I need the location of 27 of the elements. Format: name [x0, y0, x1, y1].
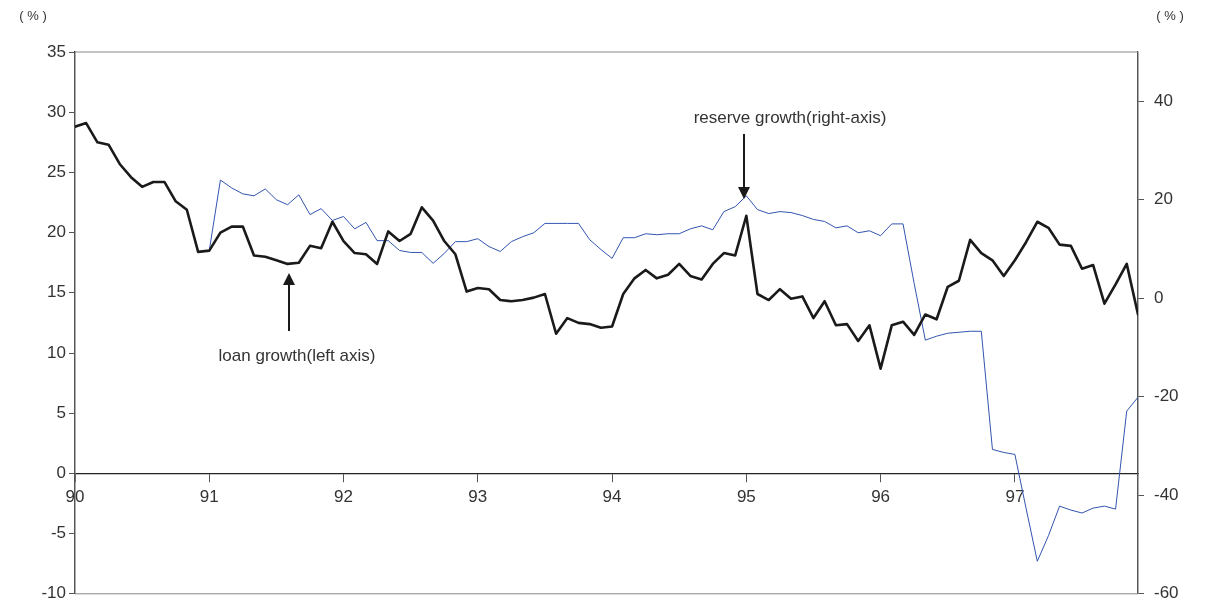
- x-tick-label: 91: [199, 487, 219, 507]
- y-tick-label: 5: [56, 402, 66, 422]
- y-tick-label: 15: [47, 282, 66, 302]
- y-tick-label: 10: [47, 342, 66, 362]
- x-tick-label: 95: [736, 487, 756, 507]
- x-tick-label: 96: [871, 487, 891, 507]
- y-tick-label: -5: [50, 523, 66, 543]
- x-tick-label: 93: [468, 487, 488, 507]
- y-tick-label: 35: [47, 41, 66, 61]
- y-tick-label: 20: [47, 222, 66, 242]
- annotation: reserve growth(right-axis): [693, 108, 887, 127]
- y-axis-title: ( % ): [19, 8, 47, 23]
- y2-tick-label: 20: [1154, 189, 1173, 209]
- y2-axis-title: ( % ): [1156, 8, 1184, 23]
- annotation: loan growth(left axis): [218, 346, 376, 365]
- y-tick-label: 25: [47, 162, 66, 182]
- y2-tick-label: -20: [1154, 386, 1179, 406]
- y2-tick-label: -40: [1154, 484, 1179, 504]
- y2-tick-label: 40: [1154, 90, 1173, 110]
- y-tick-label: 30: [47, 101, 66, 121]
- x-tick-label: 94: [602, 487, 622, 507]
- y2-tick-label: 0: [1154, 287, 1164, 307]
- y-tick-label: 0: [56, 463, 66, 483]
- x-tick-label: 92: [334, 487, 353, 507]
- y2-tick-label: -60: [1154, 583, 1179, 603]
- y-tick-label: -10: [41, 583, 66, 603]
- x-tick-label: 97: [1005, 487, 1025, 507]
